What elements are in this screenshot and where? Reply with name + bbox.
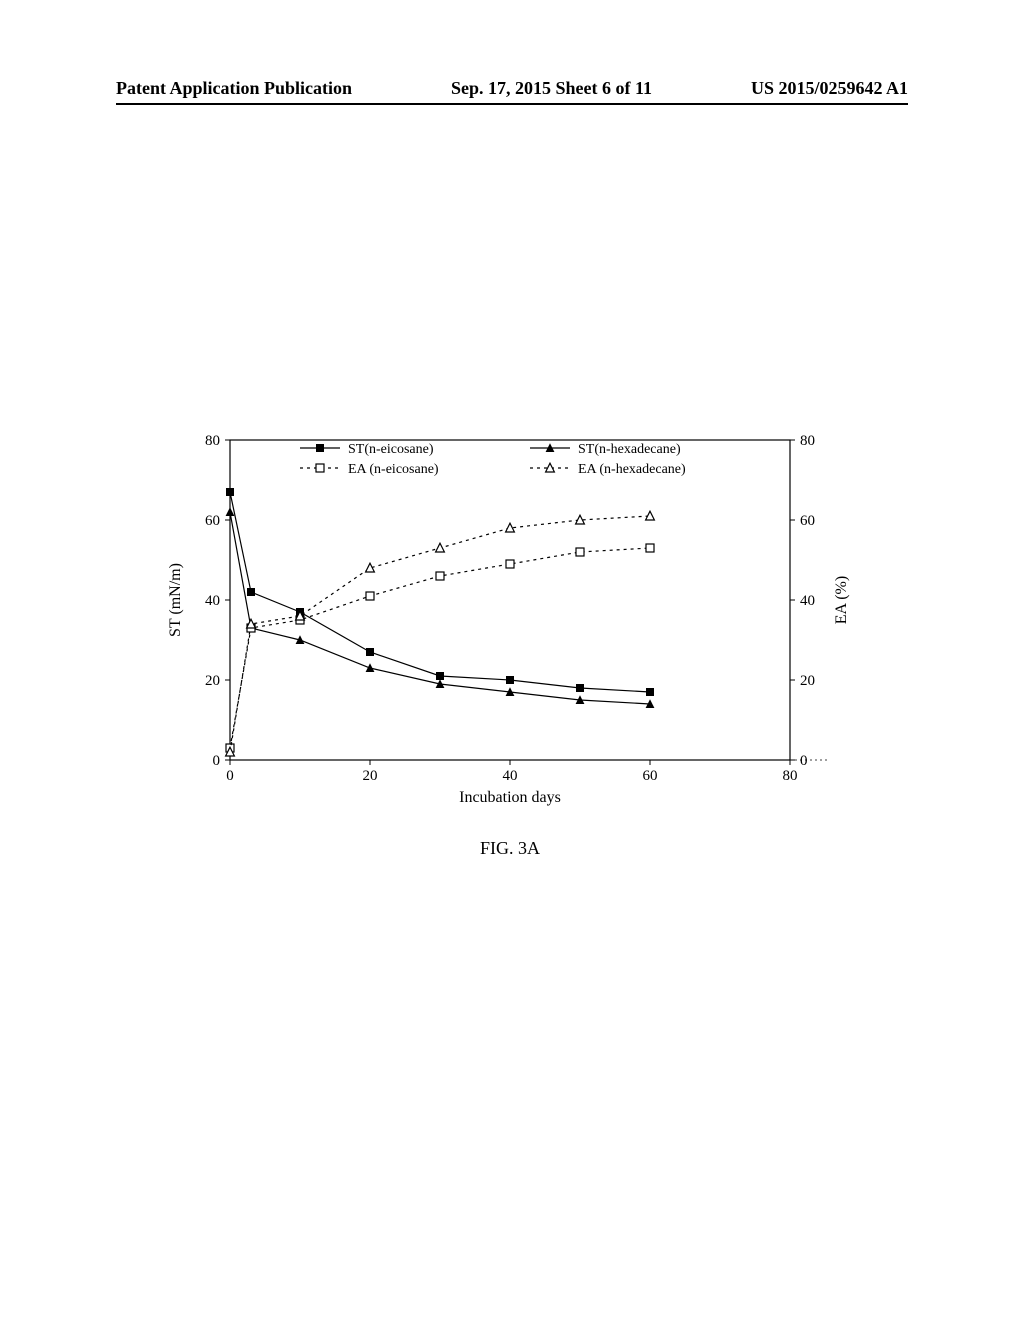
svg-text:20: 20: [205, 673, 220, 689]
svg-text:20: 20: [800, 673, 815, 689]
page-header: Patent Application Publication Sep. 17, …: [0, 78, 1024, 105]
svg-text:ST(n-eicosane): ST(n-eicosane): [348, 442, 434, 457]
svg-text:ST(n-hexadecane): ST(n-hexadecane): [578, 442, 681, 457]
header-center: Sep. 17, 2015 Sheet 6 of 11: [451, 78, 652, 99]
figure-caption: FIG. 3A: [160, 838, 860, 859]
svg-text:ST (mN/m): ST (mN/m): [167, 563, 184, 637]
svg-text:40: 40: [205, 593, 220, 609]
svg-text:80: 80: [800, 433, 815, 449]
svg-text:60: 60: [643, 768, 658, 784]
svg-text:EA (n-eicosane): EA (n-eicosane): [348, 462, 439, 477]
svg-text:40: 40: [800, 593, 815, 609]
svg-text:60: 60: [205, 513, 220, 529]
svg-text:0: 0: [226, 768, 234, 784]
header-rule: [116, 103, 908, 105]
svg-text:40: 40: [503, 768, 518, 784]
chart-svg: 020406080002020404060608080Incubation da…: [160, 430, 860, 810]
svg-text:EA (%): EA (%): [833, 576, 850, 624]
svg-text:80: 80: [205, 433, 220, 449]
svg-text:60: 60: [800, 513, 815, 529]
svg-text:0: 0: [800, 753, 808, 769]
svg-text:EA (n-hexadecane): EA (n-hexadecane): [578, 462, 686, 477]
svg-text:Incubation days: Incubation days: [459, 789, 561, 806]
svg-text:80: 80: [783, 768, 798, 784]
svg-text:20: 20: [363, 768, 378, 784]
header-left: Patent Application Publication: [116, 78, 352, 99]
header-right: US 2015/0259642 A1: [751, 78, 908, 99]
svg-text:0: 0: [213, 753, 221, 769]
figure-3a: 020406080002020404060608080Incubation da…: [160, 430, 860, 859]
